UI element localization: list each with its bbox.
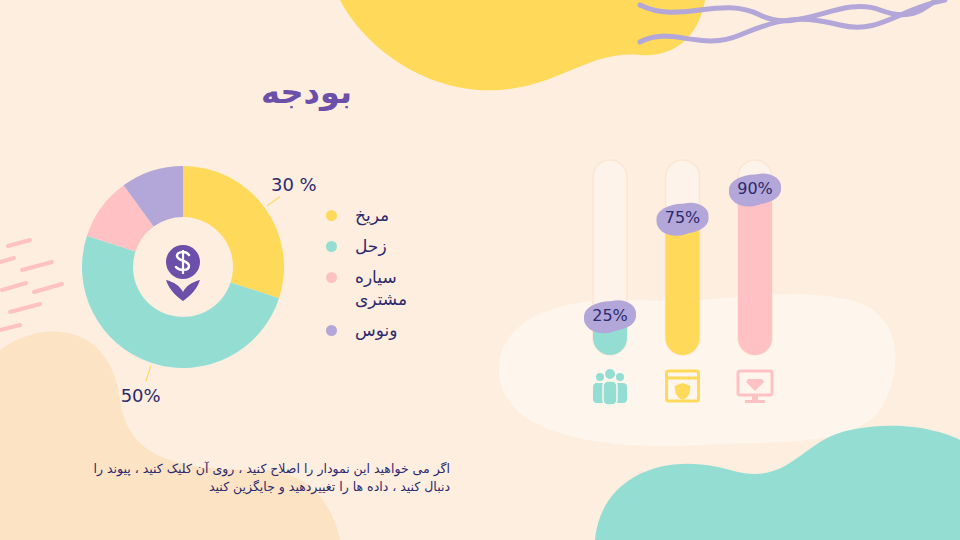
legend-item: زحل [326, 235, 417, 257]
slide: بودجه30 %50%25%75%90% {"chart_data": [ {… [0, 0, 960, 540]
data-label: 90% [737, 179, 773, 198]
dash [2, 283, 26, 290]
legend-dot [326, 272, 337, 283]
slice [82, 236, 279, 368]
icon-monitor [738, 371, 772, 395]
icon-circle [166, 245, 200, 279]
charts: بودجه 30 % 50% 25% 75% 90% [0, 0, 960, 540]
dash [0, 325, 20, 330]
icon-leaves [166, 280, 200, 301]
wave-line [640, 0, 945, 42]
legend: مریخ زحل سیاره مشتری ونوس [326, 204, 417, 341]
track [738, 160, 772, 355]
pink-dashes [0, 240, 62, 330]
legend-item: ونوس [326, 319, 417, 341]
legend-item: مریخ [326, 204, 417, 226]
leader-line [146, 366, 151, 381]
background-fill [0, 0, 960, 540]
icon-head [605, 369, 615, 379]
legend-label: مریخ [355, 204, 417, 226]
legend-label: ونوس [355, 319, 417, 341]
dash [22, 262, 52, 270]
dash [34, 284, 62, 292]
money-icon [166, 245, 200, 301]
category-icon [667, 371, 699, 401]
icon-shield [675, 383, 691, 400]
track [666, 160, 700, 355]
legend-label: سیاره مشتری [355, 266, 417, 310]
legend-dot [326, 325, 337, 336]
data-label: 75% [665, 208, 701, 227]
label-blob [729, 174, 781, 207]
icon-body [603, 381, 617, 405]
legend-dot [326, 210, 337, 221]
title: بودجه [261, 73, 352, 111]
dash [8, 240, 30, 246]
category-icon [738, 371, 772, 403]
icon-window [667, 371, 699, 401]
icon-head [616, 373, 624, 381]
donut [82, 166, 284, 368]
data-label: 30 % [271, 174, 317, 195]
slice [124, 166, 183, 227]
icon-stand [745, 400, 765, 403]
dash [10, 304, 40, 312]
legend-item: سیاره مشتری [326, 266, 417, 310]
icon-diamond [746, 379, 764, 391]
label-blob [657, 203, 709, 236]
slice [183, 166, 284, 298]
data-label: 50% [121, 385, 161, 406]
data-label: 25% [592, 306, 628, 325]
background [0, 0, 960, 540]
teal-blob [595, 426, 960, 540]
legend-dot [326, 241, 337, 252]
yellow-blob [340, 0, 705, 90]
icon-dollar [182, 250, 184, 274]
icon-window-bar [667, 377, 699, 380]
leader-line [267, 196, 280, 205]
note: اگر می خواهید این نمودار را اصلاح کنید ،… [70, 460, 450, 496]
dash [0, 258, 14, 262]
icon-head [596, 373, 604, 381]
category-icon [593, 369, 627, 405]
tracks [593, 160, 772, 355]
label-blob [584, 300, 636, 333]
legend-label: زحل [355, 235, 417, 257]
